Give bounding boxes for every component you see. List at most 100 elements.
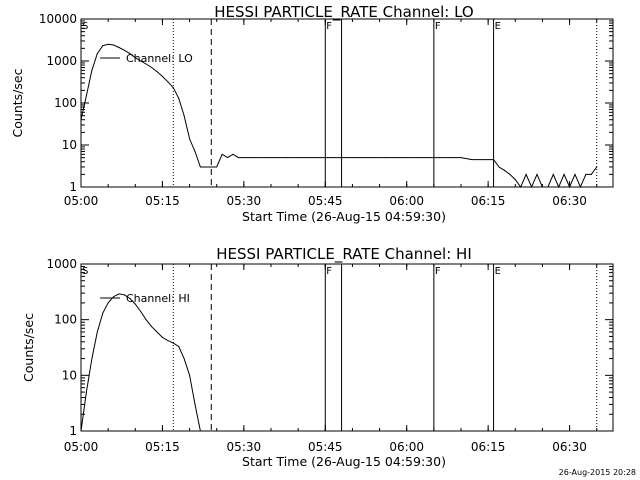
x-tick-label: 05:15: [145, 440, 180, 454]
x-tick-label: 05:00: [64, 194, 99, 208]
data-point: [579, 186, 581, 188]
panel-hi: HESSI PARTICLE_RATE Channel: HI 05:00 05:1…: [21, 245, 614, 469]
y-axis-label: Counts/sec: [21, 313, 36, 382]
data-point: [216, 166, 218, 168]
data-point: [194, 151, 196, 152]
data-point: [438, 157, 440, 159]
x-tick-label: 06:15: [471, 194, 506, 208]
y-tick-label: 1: [69, 424, 77, 438]
flag-label-e: E: [495, 266, 501, 277]
data-point: [134, 57, 136, 59]
data-point: [569, 186, 571, 188]
data-point: [80, 430, 82, 432]
flag-label-f: F: [326, 266, 332, 277]
data-point: [427, 157, 429, 159]
data-point: [373, 157, 375, 159]
data-point: [189, 138, 191, 140]
data-point: [341, 157, 343, 159]
data-point: [558, 186, 560, 188]
data-point: [113, 296, 115, 298]
flag-label-e: E: [495, 21, 501, 32]
data-point: [590, 173, 592, 175]
flag-label-f: F: [326, 21, 332, 32]
data-point: [514, 179, 516, 181]
data-point: [172, 87, 174, 89]
data-point: [536, 173, 538, 175]
data-point: [449, 157, 451, 159]
panel-lo: HESSI PARTICLE_RATE Channel: LO 05:00 05:1…: [10, 3, 614, 224]
y-tick-label: 1: [69, 180, 77, 194]
data-point: [161, 336, 163, 338]
data-point: [498, 166, 500, 168]
data-point: [183, 115, 185, 117]
data-point: [118, 293, 120, 295]
data-point: [156, 71, 158, 73]
y-tick-label: 10: [62, 368, 77, 382]
data-point: [134, 303, 136, 305]
y-axis-label: Counts/sec: [10, 68, 25, 137]
chart-title: HESSI PARTICLE_RATE Channel: LO: [214, 3, 473, 22]
data-point: [145, 319, 147, 321]
data-point: [509, 173, 511, 175]
data-point: [118, 47, 120, 48]
data-point: [384, 157, 386, 159]
data-point: [221, 153, 223, 155]
x-tick-label: 05:30: [227, 440, 262, 454]
data-point: [199, 166, 201, 168]
data-point: [362, 157, 364, 159]
data-point: [145, 63, 147, 65]
data-point: [482, 159, 484, 161]
x-tick-label: 05:30: [227, 194, 262, 208]
data-point: [151, 326, 153, 328]
data-point: [167, 81, 169, 83]
y-tick-label: 10000: [39, 12, 77, 26]
legend-label: Channel: HI: [126, 292, 190, 305]
data-point: [493, 159, 495, 161]
data-point: [531, 186, 533, 188]
data-point: [205, 166, 207, 168]
x-axis-label: Start Time (26-Aug-15 04:59:30): [242, 454, 446, 469]
data-point: [178, 97, 180, 99]
data-point: [183, 358, 185, 360]
data-point: [210, 166, 212, 168]
data-point: [123, 49, 125, 51]
data-point: [520, 186, 522, 188]
y-tick-label: 1000: [46, 257, 77, 271]
data-point: [574, 173, 576, 175]
data-point: [107, 43, 109, 45]
data-point: [107, 302, 109, 304]
data-point: [102, 45, 104, 47]
data-point: [129, 298, 131, 299]
data-point: [151, 67, 153, 68]
data-point: [85, 95, 87, 97]
data-point: [91, 358, 93, 360]
x-tick-label: 05:45: [308, 440, 343, 454]
x-tick-label: 05:00: [64, 440, 99, 454]
data-point: [297, 157, 299, 159]
chart-title: HESSI PARTICLE_RATE Channel: HI: [216, 245, 472, 264]
data-point: [585, 173, 587, 175]
data-point: [194, 403, 196, 405]
flag-label-f: F: [435, 21, 441, 32]
y-tick-label: 1000: [46, 54, 77, 68]
x-tick-label: 06:30: [552, 440, 587, 454]
x-tick-label: 05:45: [308, 194, 343, 208]
data-point: [167, 340, 169, 342]
data-point: [460, 157, 462, 159]
data-point: [265, 157, 267, 159]
x-tick-label: 06:15: [471, 440, 506, 454]
flag-label-s: S: [82, 266, 88, 277]
data-point: [395, 157, 397, 159]
data-point: [172, 342, 174, 344]
data-point: [471, 159, 473, 161]
series-line: [80, 43, 598, 189]
data-point: [129, 53, 131, 55]
data-point: [254, 157, 256, 159]
data-point: [96, 53, 98, 55]
data-point: [417, 157, 419, 159]
plot-frame: [80, 18, 614, 188]
data-point: [102, 312, 104, 314]
data-point: [563, 173, 565, 175]
x-tick-label: 06:30: [552, 194, 587, 208]
data-point: [156, 331, 158, 333]
